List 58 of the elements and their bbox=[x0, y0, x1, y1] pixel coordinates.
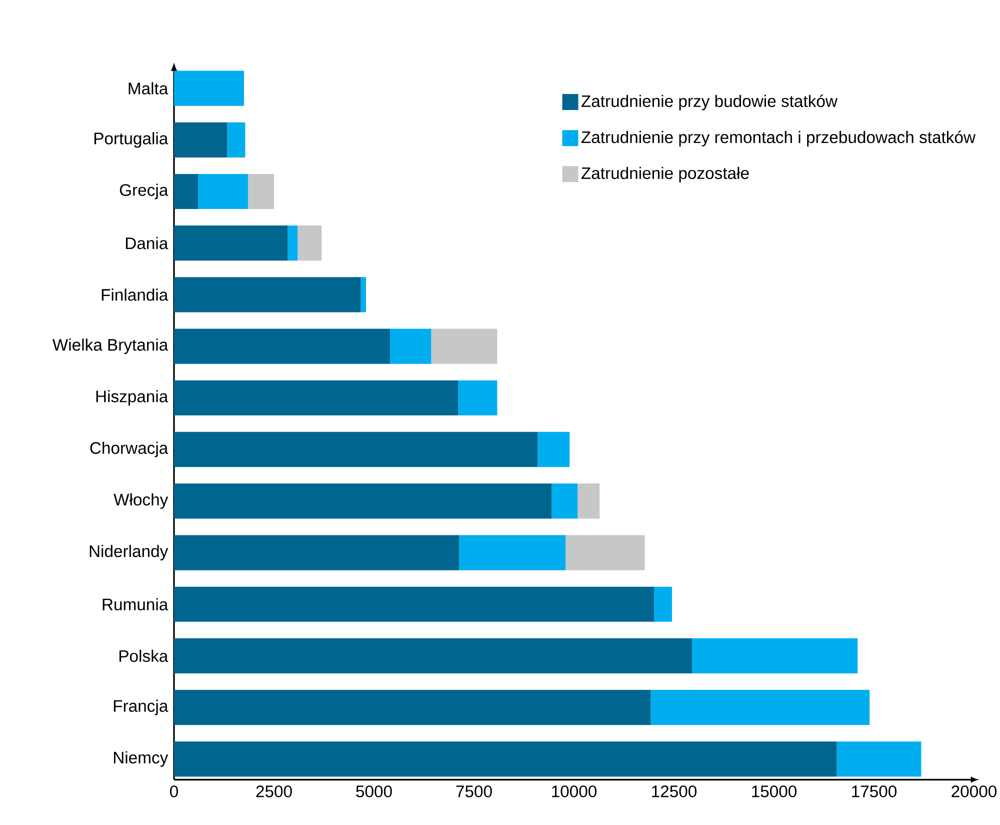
x-tick-label: 2500 bbox=[256, 786, 292, 798]
legend-label: Zatrudnienie przy budowie statków bbox=[581, 94, 838, 110]
legend-label: Zatrudnienie przy remontach i przebudowach statków bbox=[581, 130, 976, 146]
y-tick-label: Wielka Brytania bbox=[52, 338, 168, 354]
bar bbox=[174, 122, 228, 158]
y-tick-label: Grecja bbox=[120, 184, 168, 200]
bar bbox=[458, 380, 498, 416]
bar bbox=[174, 690, 651, 725]
y-tick-label: Polska bbox=[120, 650, 168, 662]
x-tick-label: 0 bbox=[170, 786, 178, 798]
bar bbox=[174, 484, 552, 519]
bar bbox=[198, 174, 248, 210]
bar bbox=[174, 174, 198, 210]
bar bbox=[552, 484, 578, 519]
y-tick-label: Niemcy bbox=[114, 751, 168, 767]
y-tick-label: Niderlandy bbox=[90, 544, 168, 560]
y-tick-label: Dania bbox=[126, 236, 168, 250]
legend-label: Zatrudnienie pozostałe bbox=[581, 166, 749, 182]
y-tick-label: Hiszpania bbox=[96, 390, 168, 406]
bar bbox=[390, 328, 432, 364]
bar bbox=[174, 226, 288, 261]
bar bbox=[692, 638, 858, 674]
y-tick-label: Malta bbox=[128, 82, 168, 94]
bar bbox=[227, 122, 246, 158]
x-tick-label: 7500 bbox=[456, 786, 492, 798]
y-tick-label: Francja bbox=[114, 700, 168, 716]
bar bbox=[248, 174, 274, 210]
bar bbox=[578, 484, 600, 519]
y-tick-label: Rumunia bbox=[102, 598, 168, 610]
bar bbox=[174, 432, 538, 468]
bar bbox=[174, 277, 361, 312]
x-tick-label: 15000 bbox=[752, 786, 797, 798]
bar bbox=[174, 586, 654, 622]
bar bbox=[459, 535, 566, 570]
bar bbox=[538, 432, 570, 468]
bar bbox=[654, 586, 672, 622]
x-tick-label: 17500 bbox=[852, 786, 897, 798]
y-tick-label: Włochy bbox=[114, 493, 168, 509]
bar bbox=[836, 741, 922, 777]
bar bbox=[174, 328, 390, 364]
bar bbox=[174, 70, 244, 106]
x-tick-label: 12500 bbox=[652, 786, 697, 798]
bar bbox=[174, 638, 692, 674]
bar bbox=[360, 277, 366, 312]
bar bbox=[650, 690, 870, 725]
x-tick-label: 5000 bbox=[356, 786, 392, 798]
x-tick-label: 20000 bbox=[952, 786, 997, 798]
bar bbox=[174, 380, 458, 416]
y-tick-label: Portugalia bbox=[94, 132, 168, 148]
y-tick-label: Finlandia bbox=[102, 288, 168, 301]
bar bbox=[174, 741, 837, 777]
x-tick-label: 10000 bbox=[552, 786, 597, 798]
bar bbox=[566, 535, 645, 570]
bar bbox=[174, 535, 460, 570]
bar bbox=[288, 226, 298, 261]
bar bbox=[431, 328, 498, 364]
y-tick-label: Chorwacja bbox=[90, 442, 168, 458]
bar bbox=[298, 226, 322, 261]
